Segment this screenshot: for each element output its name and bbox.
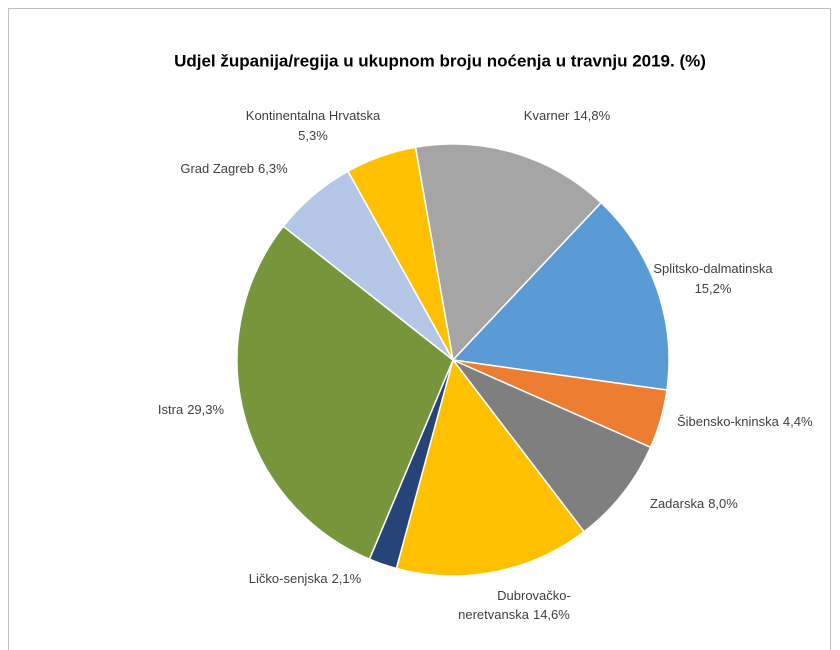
chart-title: Udjel županija/regija u ukupnom broju no… [174, 51, 706, 70]
value-label: 2,1% [332, 571, 362, 586]
category-label: Splitsko-dalmatinska [653, 261, 773, 276]
data-label: Zadarska 8,0% [650, 496, 738, 511]
pie-slice [451, 201, 670, 391]
category-label: Kontinentalna Hrvatska [246, 108, 381, 123]
data-label: Istra 29,3% [158, 402, 225, 417]
pie-slice [236, 225, 454, 561]
data-label: Splitsko-dalmatinska 15,2% [653, 261, 773, 296]
category-label: Zadarska [650, 496, 705, 511]
data-label: Kontinentalna Hrvatska 5,3% [246, 108, 381, 143]
category-label: Grad Zagreb [180, 161, 254, 176]
value-label: 6,3% [258, 161, 288, 176]
value-label: 14,6% [533, 607, 570, 622]
value-label: 4,4% [783, 414, 813, 429]
data-label: Kvarner 14,8% [524, 108, 611, 123]
data-label: Grad Zagreb 6,3% [180, 161, 288, 176]
category-label: Istra [158, 402, 184, 417]
value-label: 14,8% [573, 108, 610, 123]
pie-slice [346, 146, 454, 361]
category-label: Šibensko-kninska [677, 414, 780, 429]
data-label: Dubrovačko-neretvanska 14,6% [458, 588, 571, 622]
value-label: 8,0% [708, 496, 738, 511]
pie-slice [414, 143, 603, 362]
category-label: Dubrovačko-neretvanska [458, 588, 571, 622]
category-label: Kvarner [524, 108, 570, 123]
data-label: Ličko-senjska 2,1% [249, 571, 362, 586]
value-label: 5,3% [298, 128, 328, 143]
pie-slice [452, 359, 652, 533]
data-label: Šibensko-kninska 4,4% [677, 414, 813, 429]
value-label: 15,2% [695, 281, 732, 296]
value-label: 29,3% [187, 402, 224, 417]
category-label: Ličko-senjska [249, 571, 329, 586]
pie-slice [395, 358, 586, 577]
